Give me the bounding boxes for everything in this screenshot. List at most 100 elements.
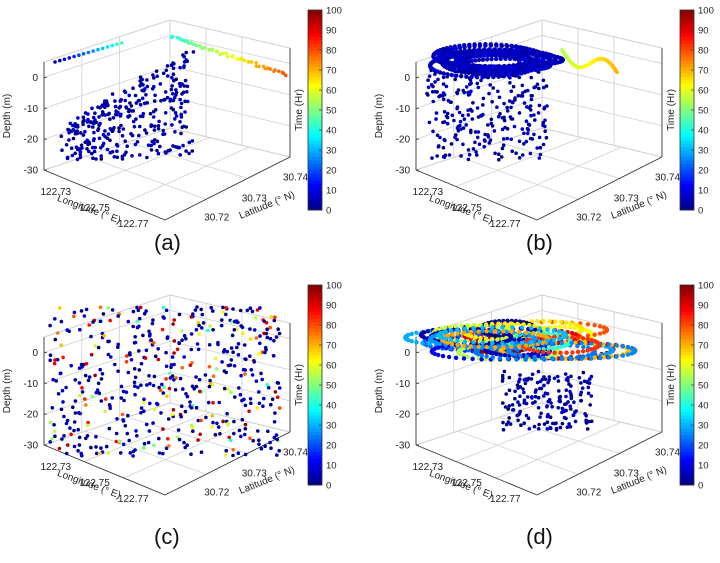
data-point <box>159 99 163 103</box>
data-point <box>245 308 250 313</box>
data-point <box>529 325 534 331</box>
data-point <box>536 405 541 410</box>
colorbar-segment <box>308 381 322 386</box>
data-point <box>129 358 134 362</box>
data-point <box>157 385 161 390</box>
data-point <box>501 427 506 432</box>
colorbar-segment <box>308 53 322 58</box>
data-point <box>541 349 546 355</box>
data-point <box>173 111 178 115</box>
data-point <box>480 75 485 80</box>
colorbar-segment <box>680 183 694 188</box>
data-point <box>133 335 137 339</box>
colorbar-segment <box>308 173 322 178</box>
data-point <box>135 305 139 310</box>
front-edge-1 <box>43 444 166 496</box>
data-point <box>110 129 115 133</box>
colorbar-segment <box>680 318 694 323</box>
data-point <box>84 307 89 312</box>
data-point <box>69 146 74 150</box>
data-point <box>414 340 419 345</box>
colorbar-segment <box>308 200 322 204</box>
data-point <box>180 338 184 342</box>
colorbar-segment <box>680 90 694 94</box>
colorbar-segment <box>308 445 322 449</box>
data-point <box>448 337 454 343</box>
data-point <box>262 396 266 401</box>
data-point <box>189 315 194 319</box>
colorbar-segment <box>308 311 322 316</box>
colorbar-segment <box>680 143 694 148</box>
data-point <box>86 117 90 122</box>
data-point <box>164 308 169 313</box>
data-point <box>94 157 98 161</box>
data-point <box>575 355 580 360</box>
data-point <box>518 377 522 381</box>
data-point <box>501 401 505 405</box>
data-point <box>190 139 195 143</box>
data-point <box>194 375 198 379</box>
data-point <box>153 354 158 359</box>
data-point <box>162 98 166 102</box>
colorbar-segment <box>680 381 694 386</box>
data-point <box>421 330 427 335</box>
data-point <box>136 308 141 313</box>
data-point <box>48 420 53 425</box>
data-point <box>427 74 432 78</box>
data-point <box>579 399 583 403</box>
data-point <box>531 401 535 405</box>
data-point <box>110 92 115 96</box>
colorbar-segment <box>308 408 322 413</box>
data-point <box>183 78 188 83</box>
colorbar-segment <box>680 70 694 74</box>
data-point <box>583 340 588 346</box>
data-point <box>184 58 189 62</box>
data-point <box>254 60 258 65</box>
data-point <box>168 99 172 103</box>
data-point <box>127 438 131 443</box>
colorbar-segment <box>680 285 694 289</box>
colorbar-segment <box>308 321 322 326</box>
data-point <box>126 370 131 375</box>
data-point <box>60 388 65 393</box>
data-point <box>145 155 149 160</box>
z-tick-label: -20 <box>24 135 39 146</box>
data-point <box>486 70 491 76</box>
colorbar-segment <box>308 481 322 486</box>
data-point <box>101 312 106 316</box>
colorbar-segment <box>308 341 322 346</box>
data-point <box>492 329 498 334</box>
data-point <box>563 356 568 361</box>
data-point <box>197 332 201 336</box>
data-point <box>434 111 439 115</box>
data-point <box>569 396 574 400</box>
data-point <box>127 93 131 98</box>
data-point <box>145 383 149 387</box>
data-point <box>168 376 173 380</box>
data-point <box>257 401 262 406</box>
data-point <box>144 131 149 135</box>
data-point <box>85 423 90 428</box>
colorbar-segment <box>680 86 694 91</box>
data-point <box>558 319 564 325</box>
colorbar-tick-label: 60 <box>698 86 709 97</box>
colorbar-segment <box>308 196 322 201</box>
colorbar-segment <box>680 328 694 333</box>
data-point <box>81 122 85 126</box>
data-point <box>183 110 187 114</box>
data-point <box>518 409 522 414</box>
data-point <box>532 335 537 340</box>
data-point <box>134 117 138 121</box>
data-point <box>94 434 98 439</box>
colorbar-segment <box>308 193 322 198</box>
data-point <box>471 340 476 345</box>
data-point <box>579 356 584 361</box>
data-point <box>151 443 156 448</box>
data-point <box>124 390 129 394</box>
data-point <box>147 374 151 378</box>
colorbar-segment <box>308 20 322 24</box>
colorbar-segment <box>308 80 322 84</box>
data-point <box>520 91 525 95</box>
data-point <box>126 115 131 119</box>
